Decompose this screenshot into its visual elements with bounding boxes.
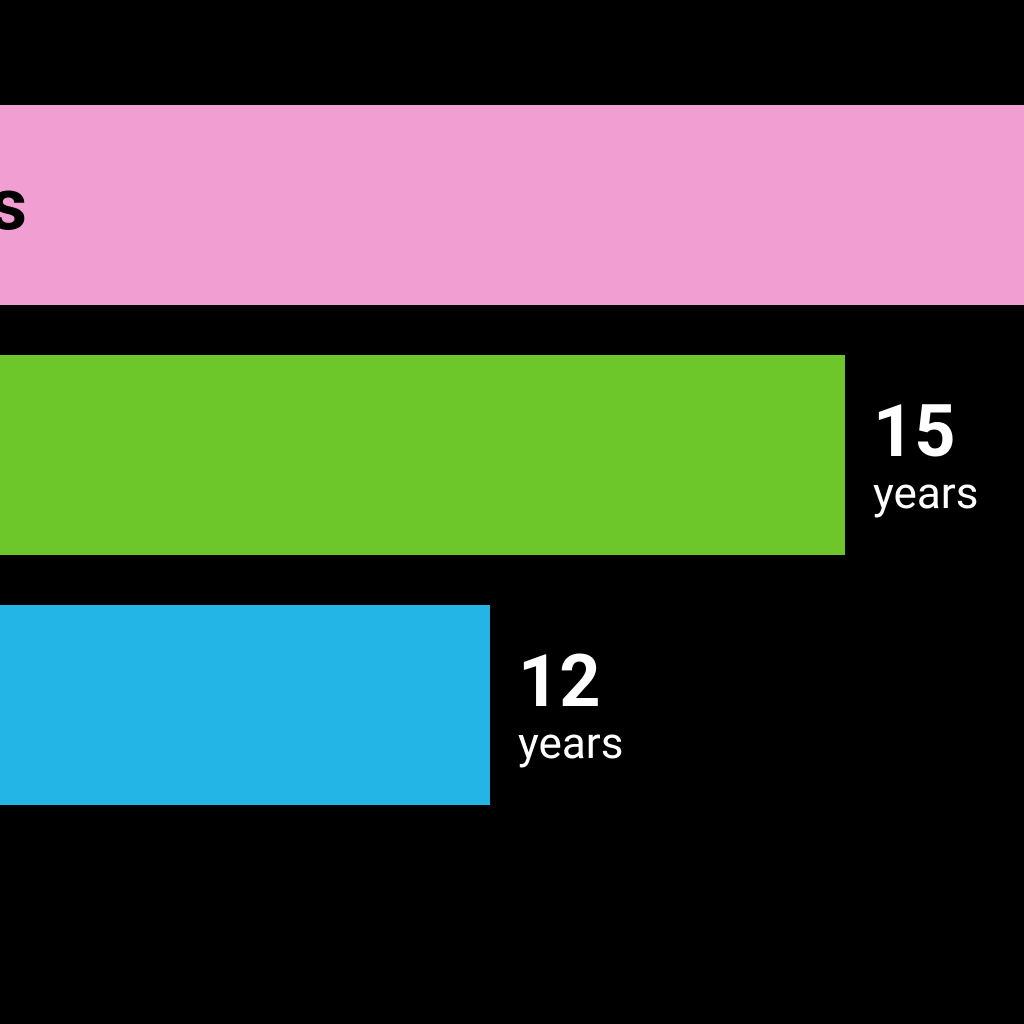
bar-2-value-number: 15 [873, 394, 978, 470]
bar-3-value-unit: years [518, 720, 623, 766]
bar-row-3: 12 years [0, 605, 1024, 805]
bar-row-1: s [0, 105, 1024, 305]
bar-3-value: 12 years [518, 644, 623, 766]
bar-3 [0, 605, 490, 805]
bar-chart: s 15 years 12 years [0, 0, 1024, 1024]
bar-row-2: 15 years [0, 355, 1024, 555]
bar-1-inner-label: s [0, 163, 27, 248]
bar-2 [0, 355, 845, 555]
bar-3-value-number: 12 [518, 644, 623, 720]
bar-1 [0, 105, 1024, 305]
bar-2-value: 15 years [873, 394, 978, 516]
bar-2-value-unit: years [873, 470, 978, 516]
